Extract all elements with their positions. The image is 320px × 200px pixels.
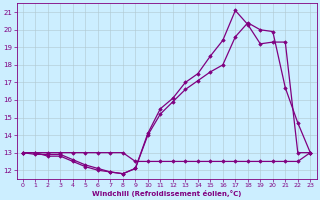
X-axis label: Windchill (Refroidissement éolien,°C): Windchill (Refroidissement éolien,°C) <box>92 190 241 197</box>
